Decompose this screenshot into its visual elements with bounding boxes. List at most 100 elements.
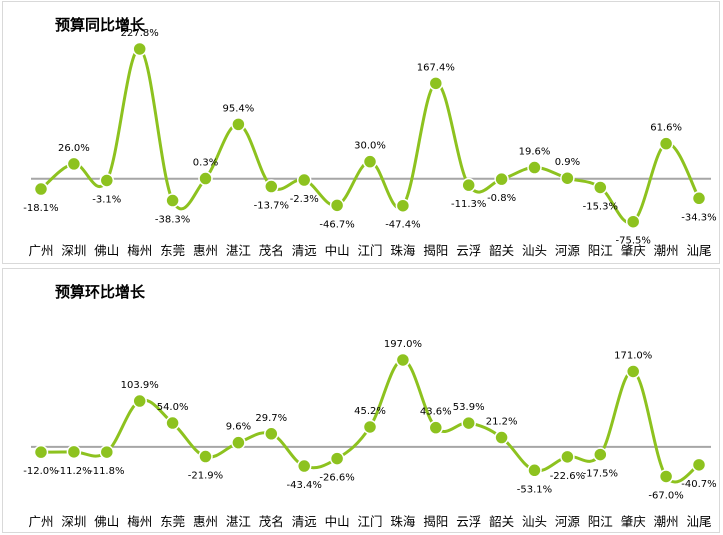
category-label: 肇庆 (621, 243, 647, 258)
data-label: 43.6% (420, 407, 452, 418)
data-point (99, 173, 115, 188)
category-label: 河源 (555, 514, 581, 529)
data-label: 53.9% (453, 402, 485, 413)
data-point (494, 171, 509, 187)
data-label: -17.5% (583, 469, 618, 480)
data-point (99, 444, 115, 460)
data-label: -26.6% (319, 473, 354, 484)
category-label: 珠海 (390, 514, 416, 529)
data-point (658, 469, 674, 484)
data-point (231, 435, 246, 450)
data-point (494, 430, 509, 445)
category-label: 潮州 (654, 243, 679, 258)
data-point (362, 419, 378, 435)
data-point (395, 352, 411, 368)
data-label: 103.9% (121, 380, 159, 391)
data-point (66, 156, 82, 172)
data-point (264, 179, 279, 194)
category-label: 广州 (28, 243, 53, 258)
data-point (691, 457, 707, 473)
data-point (296, 458, 312, 474)
category-label: 梅州 (127, 514, 152, 529)
data-label: 61.6% (650, 123, 682, 134)
chart-panel-mom: 预算环比增长 -12.0% 广州 -11.2% 深圳 -11.8% 佛山 103.9% 梅州 5… (2, 268, 720, 533)
category-label: 中山 (325, 514, 350, 529)
data-point (165, 193, 180, 208)
data-point (461, 415, 476, 431)
data-label: 167.4% (417, 62, 455, 73)
category-label: 茂名 (259, 243, 284, 258)
data-point (593, 180, 608, 195)
data-label: -75.5% (616, 236, 651, 247)
data-label: 30.0% (354, 141, 386, 152)
data-label: -53.1% (517, 484, 552, 495)
data-label: -11.2% (56, 466, 91, 477)
category-label: 茂名 (259, 514, 284, 529)
category-label: 汕尾 (686, 514, 711, 529)
data-point (691, 191, 707, 206)
category-label: 肇庆 (621, 514, 647, 529)
data-label: 9.6% (226, 422, 251, 433)
data-point (527, 160, 542, 175)
data-label: 45.2% (354, 406, 386, 417)
data-point (428, 420, 444, 435)
data-label: 0.9% (555, 157, 580, 168)
data-point (329, 451, 345, 466)
data-label: -2.3% (290, 194, 319, 205)
data-label: 19.6% (519, 147, 551, 158)
chart-title-yoy: 预算同比增长 (55, 16, 146, 34)
data-label: 54.0% (157, 402, 189, 413)
data-point (362, 154, 378, 169)
category-label: 广州 (28, 514, 53, 529)
data-label: 171.0% (614, 350, 652, 361)
data-label: -0.8% (487, 193, 516, 204)
data-label: 29.7% (255, 413, 287, 424)
data-label: 197.0% (384, 339, 422, 350)
data-point (461, 177, 476, 193)
data-point (132, 393, 147, 409)
data-label: -47.4% (385, 220, 420, 231)
category-label: 清远 (292, 243, 318, 258)
data-label: -38.3% (155, 215, 190, 226)
chart-svg-yoy: -18.1% 广州 26.0% 深圳 -3.1% 佛山 227.8% 梅州 -38.3% 东莞 0.… (23, 28, 716, 258)
data-point (132, 41, 147, 57)
data-point (296, 172, 312, 188)
data-point (198, 449, 213, 464)
category-label: 惠州 (193, 243, 218, 258)
category-label: 韶关 (489, 514, 514, 529)
data-point (560, 170, 575, 186)
category-label: 珠海 (390, 243, 416, 258)
data-label: -40.7% (681, 479, 716, 490)
category-label: 云浮 (456, 514, 481, 529)
data-label: -11.8% (89, 466, 124, 477)
data-point (428, 76, 444, 91)
data-label: -46.7% (319, 219, 354, 230)
data-label: 0.3% (193, 158, 218, 169)
data-label: -67.0% (648, 490, 683, 501)
category-label: 佛山 (94, 243, 119, 258)
data-point (560, 449, 575, 465)
data-point (66, 444, 82, 460)
data-point (231, 117, 246, 132)
category-label: 惠州 (193, 514, 218, 529)
category-label: 东莞 (160, 514, 185, 529)
data-point (625, 214, 641, 229)
series-line (40, 47, 701, 225)
data-label: -18.1% (23, 203, 58, 214)
category-label: 汕头 (522, 514, 547, 529)
data-point (658, 136, 674, 151)
data-label: -43.4% (287, 480, 322, 491)
data-label: -3.1% (92, 194, 121, 205)
category-label: 深圳 (61, 514, 86, 529)
data-label: -11.3% (451, 199, 486, 210)
category-label: 江门 (357, 514, 382, 529)
data-point (329, 198, 345, 213)
category-label: 云浮 (456, 243, 481, 258)
data-label: -22.6% (550, 471, 585, 482)
category-label: 清远 (292, 514, 318, 529)
category-label: 潮州 (654, 514, 679, 529)
data-label: 95.4% (223, 103, 255, 114)
category-label: 湛江 (226, 243, 251, 258)
data-point (527, 463, 542, 478)
category-label: 阳江 (588, 243, 613, 258)
